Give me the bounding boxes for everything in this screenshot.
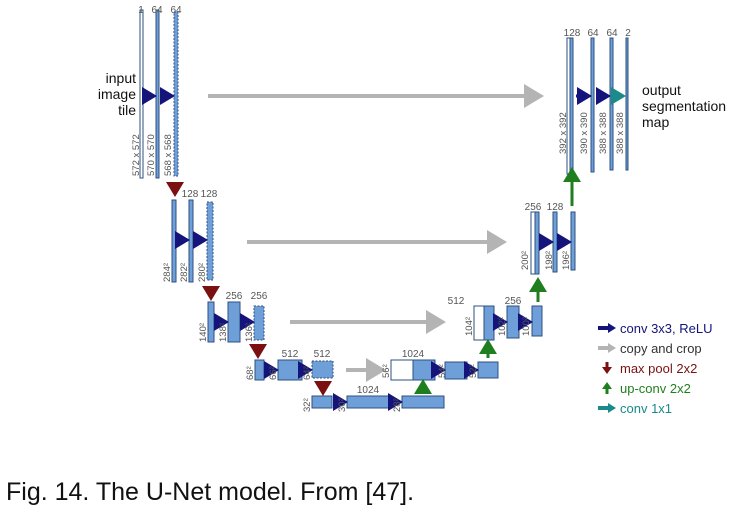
legend-item: conv 1x1 bbox=[597, 398, 713, 418]
legend-label: copy and crop bbox=[620, 340, 702, 356]
size-label: 30² bbox=[337, 398, 348, 412]
feature-map-block bbox=[311, 395, 333, 409]
feature-map-block bbox=[531, 305, 543, 337]
maxpool-arrow-icon bbox=[602, 362, 612, 374]
legend: conv 3x3, ReLU copy and crop max pool 2x… bbox=[597, 318, 713, 418]
cropped-feature-block bbox=[206, 201, 214, 281]
size-label: 28² bbox=[392, 398, 403, 412]
size-label: 104² bbox=[464, 317, 475, 336]
feature-map-block bbox=[444, 361, 468, 380]
size-label: 568 x 568 bbox=[163, 134, 174, 176]
feature-map-block bbox=[401, 395, 445, 409]
size-label: 282² bbox=[179, 263, 190, 282]
channel-label: 256 bbox=[251, 291, 268, 302]
feature-map-block bbox=[609, 37, 614, 171]
size-label: 68² bbox=[245, 366, 256, 380]
copy-arrow-icon bbox=[598, 343, 616, 353]
size-label: 280² bbox=[197, 263, 208, 282]
feature-map-block bbox=[590, 37, 595, 173]
size-label: 138² bbox=[218, 323, 229, 342]
upconv-arrow-icon bbox=[602, 382, 612, 394]
size-label: 198² bbox=[544, 251, 555, 270]
feature-map-block bbox=[483, 305, 495, 341]
feature-map-block bbox=[346, 395, 390, 409]
channel-label: 64 bbox=[170, 5, 182, 16]
size-label: 572 x 572 bbox=[131, 134, 142, 176]
size-label: 196² bbox=[561, 251, 572, 270]
legend-item: max pool 2x2 bbox=[597, 358, 713, 378]
legend-label: up-conv 2x2 bbox=[620, 380, 691, 396]
output-label-line: map bbox=[642, 114, 670, 130]
channel-label: 64 bbox=[587, 28, 599, 39]
channel-label: 512 bbox=[314, 349, 331, 360]
input-label: input image tile bbox=[96, 70, 136, 118]
copied-feature-block bbox=[530, 211, 536, 275]
feature-map-block bbox=[477, 361, 499, 379]
legend-label: max pool 2x2 bbox=[620, 360, 698, 376]
feature-map-block bbox=[506, 305, 520, 339]
size-label: 56² bbox=[381, 364, 392, 378]
cropped-feature-block bbox=[311, 360, 334, 379]
legend-item: up-conv 2x2 bbox=[597, 378, 713, 398]
output-label: output segmentation map bbox=[642, 82, 726, 130]
size-label: 136² bbox=[244, 323, 255, 342]
input-label-line: input bbox=[105, 70, 136, 86]
channel-label: 64 bbox=[151, 5, 163, 16]
size-label: 284² bbox=[162, 263, 173, 282]
channel-label: 512 bbox=[282, 349, 299, 360]
size-label: 32² bbox=[302, 398, 313, 412]
feature-map-block bbox=[227, 301, 241, 343]
input-label-line: tile bbox=[118, 102, 136, 118]
feature-map-block bbox=[254, 359, 265, 381]
size-label: 392 x 392 bbox=[558, 112, 569, 154]
copied-feature-block bbox=[473, 305, 485, 341]
channel-label: 128 bbox=[201, 189, 218, 200]
legend-item: copy and crop bbox=[597, 338, 713, 358]
copied-feature-block bbox=[390, 359, 414, 381]
size-label: 140² bbox=[198, 323, 209, 342]
channel-label: 256 bbox=[525, 202, 542, 213]
legend-item: conv 3x3, ReLU bbox=[597, 318, 713, 338]
channel-label: 1024 bbox=[357, 385, 380, 396]
output-label-line: segmentation bbox=[642, 98, 727, 114]
cropped-feature-block bbox=[253, 305, 265, 341]
cropped-feature-block bbox=[173, 11, 179, 177]
size-label: 102² bbox=[497, 317, 508, 336]
size-label: 66² bbox=[268, 366, 279, 380]
size-label: 388 x 388 bbox=[598, 112, 609, 154]
size-label: 54² bbox=[437, 364, 448, 378]
channel-label: 128 bbox=[547, 202, 564, 213]
channel-label: 64 bbox=[606, 28, 618, 39]
feature-map-block bbox=[625, 37, 629, 171]
feature-map-block bbox=[412, 359, 436, 381]
output-label-line: output bbox=[642, 82, 681, 98]
input-label-line: image bbox=[97, 86, 136, 102]
size-label: 52² bbox=[468, 364, 479, 378]
channel-label: 1 bbox=[138, 5, 144, 16]
channel-label: 128 bbox=[182, 189, 199, 200]
conv-arrow-icon bbox=[598, 323, 616, 333]
size-label: 570 x 570 bbox=[146, 134, 157, 176]
size-label: 200² bbox=[520, 251, 531, 270]
figure-caption: Fig. 14. The U-Net model. From [47]. bbox=[6, 478, 415, 506]
conv1x1-arrow-icon bbox=[598, 403, 616, 413]
channel-label: 256 bbox=[505, 296, 522, 307]
legend-label: conv 1x1 bbox=[620, 400, 673, 416]
legend-label: conv 3x3, ReLU bbox=[620, 320, 713, 336]
channel-label: 128 bbox=[564, 28, 581, 39]
channel-label: 2 bbox=[625, 28, 631, 39]
channel-label: 512 bbox=[448, 296, 465, 307]
feature-map-block bbox=[277, 359, 303, 381]
channel-label: 256 bbox=[226, 291, 243, 302]
size-label: 64² bbox=[302, 366, 313, 380]
size-label: 388 x 388 bbox=[615, 112, 626, 154]
feature-map-block bbox=[569, 37, 574, 175]
feature-map-block bbox=[534, 211, 540, 275]
size-label: 100² bbox=[521, 317, 532, 336]
channel-label: 1024 bbox=[402, 349, 425, 360]
size-label: 390 x 390 bbox=[579, 112, 590, 154]
